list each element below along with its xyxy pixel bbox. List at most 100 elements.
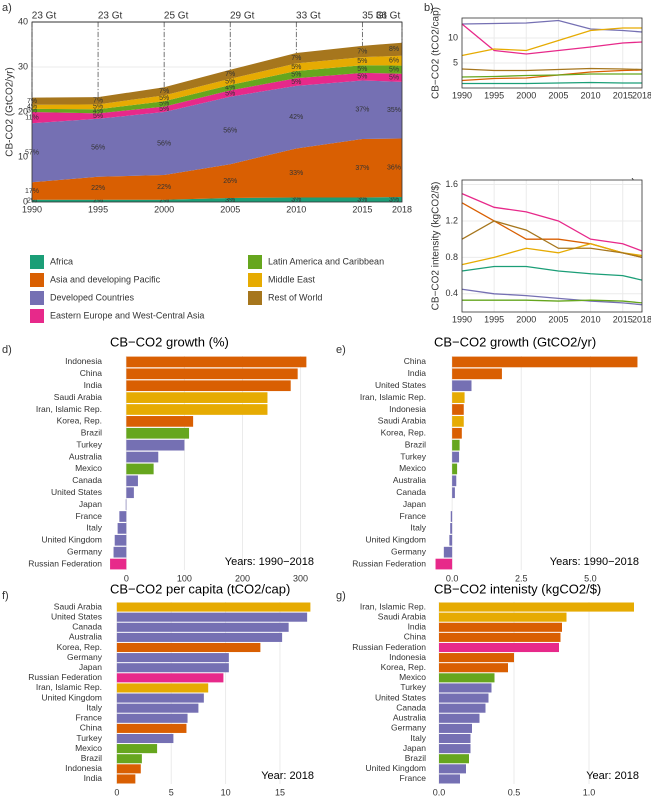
category-label: France [400,773,427,783]
category-label: Russian Federation [28,672,102,682]
category-label: Saudi Arabia [378,611,426,621]
bar [110,558,127,570]
area [32,55,402,110]
category-label: Brazil [405,439,426,449]
bar [452,380,472,392]
category-label: India [84,773,103,783]
category-label: Russian Federation [352,558,426,568]
share-label: 5% [159,101,169,108]
x-tick-label: 2010 [581,90,601,100]
x-tick-label: 1995 [484,314,504,324]
share-label: 7% [357,48,367,55]
bar [116,733,174,744]
bar [452,427,462,439]
bar [126,475,138,487]
category-label: Germany [391,546,427,556]
share-label: 6% [389,58,399,65]
note: Years: 1990−2018 [225,556,314,568]
category-label: Korea, Rep. [381,662,426,672]
category-label: Italy [410,523,426,533]
category-label: India [408,368,427,378]
share-label: 3% [291,197,301,204]
bar [126,487,134,499]
legend-swatch [30,309,44,323]
panel-label: b) [424,2,434,14]
y-tick-label: 5 [453,57,458,67]
bar [439,612,567,622]
category-label: Italy [86,702,102,712]
bar [452,475,457,487]
category-label: China [404,356,426,366]
share-label: 5% [357,74,367,81]
share-label: 22% [157,184,171,191]
bar [126,451,159,463]
category-label: Italy [410,733,426,743]
x-tick-label: 1.0 [583,787,596,797]
x-tick-label: 2000 [154,204,174,214]
x-tick-label: 0.0 [446,573,459,583]
legend-swatch [248,255,262,269]
bar [116,663,229,673]
category-label: Canada [396,702,426,712]
plot-frame [31,21,403,203]
category-label: Germany [67,652,103,662]
category-label: United States [375,692,426,702]
line [461,193,643,252]
category-label: Iran, Islamic Rep. [36,404,102,414]
bar [439,723,472,733]
category-label: Iran, Islamic Rep. [360,392,426,402]
category-label: Indonesia [65,763,102,773]
x-tick-label: 0.5 [508,787,521,797]
x-tick-label: 2010 [581,314,601,324]
category-label: China [404,632,426,642]
bar [452,404,464,415]
bar [116,622,289,632]
y-tick-label: 1.2 [445,215,458,225]
category-label: Indonesia [65,356,102,366]
category-label: Brazil [405,753,426,763]
legend-swatch [30,273,44,287]
category-label: Brazil [81,753,102,763]
bar [439,673,495,683]
y-tick-label: 20 [18,106,28,116]
bar [116,632,283,642]
category-label: United States [51,611,102,621]
category-label: Russian Federation [28,558,102,568]
total-label: 35 Gt [362,11,387,22]
legend-label: Latin America and Caribbean [268,256,384,266]
x-tick-label: 2000 [516,314,536,324]
category-label: United Kingdom [366,535,426,545]
share-label: 4% [93,108,103,115]
category-label: Saudi Arabia [378,416,426,426]
category-label: United Kingdom [42,535,102,545]
bar [439,703,486,713]
y-tick-label: 1.6 [445,179,458,189]
bar [114,534,127,546]
category-label: Saudi Arabia [54,392,102,402]
x-tick-label: 2000 [516,90,536,100]
bar [452,439,460,451]
share-label: 5% [291,79,301,86]
bar [450,523,453,534]
category-label: Turkey [76,439,102,449]
share-label: 42% [289,114,303,121]
y-axis-label: CB-CO2 (GtCO2/yr) [5,67,16,156]
line [461,73,642,78]
plot-frame [461,179,643,313]
share-label: 56% [223,127,237,134]
category-label: Turkey [76,733,102,743]
line [461,27,642,57]
bar [452,487,455,499]
bar [450,511,453,522]
category-label: United States [375,380,426,390]
panel-label: g) [336,590,346,602]
category-label: Canada [396,487,426,497]
line [461,67,643,72]
share-label: 56% [157,140,171,147]
category-label: Korea, Rep. [57,642,102,652]
category-label: Japan [403,499,426,509]
category-label: Russian Federation [352,642,426,652]
x-tick-label: 2015 [613,90,633,100]
bar [439,733,471,744]
bar [452,356,638,368]
